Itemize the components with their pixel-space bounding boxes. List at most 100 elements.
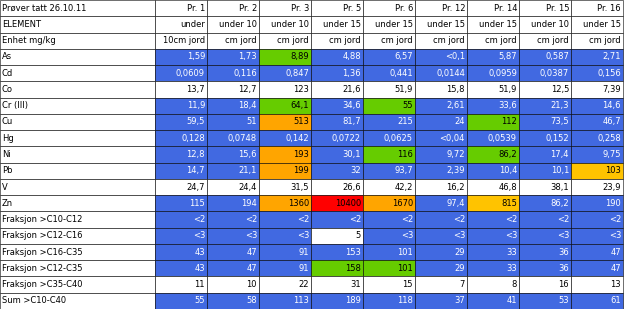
Text: 61: 61 <box>610 296 621 305</box>
Text: Fraksjon >C35-C40: Fraksjon >C35-C40 <box>2 280 83 289</box>
Bar <box>467 146 519 163</box>
Bar <box>415 81 467 98</box>
Text: 101: 101 <box>398 248 413 256</box>
Text: Fraksjon >C16-C35: Fraksjon >C16-C35 <box>2 248 83 256</box>
Text: Pr. 6: Pr. 6 <box>394 4 413 13</box>
Text: 0,156: 0,156 <box>597 69 621 78</box>
Text: Pr. 12: Pr. 12 <box>441 4 465 13</box>
Bar <box>311 260 363 277</box>
Bar <box>363 244 415 260</box>
Bar <box>155 49 207 65</box>
Text: 91: 91 <box>299 264 309 273</box>
Bar <box>363 130 415 146</box>
Bar <box>207 277 259 293</box>
Text: 51,9: 51,9 <box>394 85 413 94</box>
Text: 1,36: 1,36 <box>342 69 361 78</box>
Bar <box>415 293 467 309</box>
Bar <box>259 244 311 260</box>
Bar <box>0 16 155 32</box>
Text: cm jord: cm jord <box>537 36 569 45</box>
Text: 2,39: 2,39 <box>446 166 465 175</box>
Text: 1360: 1360 <box>288 199 309 208</box>
Text: cm jord: cm jord <box>589 36 621 45</box>
Bar <box>259 146 311 163</box>
Text: 5: 5 <box>356 231 361 240</box>
Text: Pr. 14: Pr. 14 <box>493 4 517 13</box>
Text: 81,7: 81,7 <box>342 117 361 126</box>
Text: under 15: under 15 <box>427 20 465 29</box>
Text: <3: <3 <box>401 231 413 240</box>
Bar <box>363 211 415 228</box>
Bar <box>467 211 519 228</box>
Bar <box>207 98 259 114</box>
Text: 215: 215 <box>398 117 413 126</box>
Bar <box>207 32 259 49</box>
Text: 193: 193 <box>293 150 309 159</box>
Text: 47: 47 <box>247 248 257 256</box>
Bar <box>155 195 207 211</box>
Bar <box>0 98 155 114</box>
Bar <box>363 16 415 32</box>
Bar <box>259 195 311 211</box>
Bar <box>207 65 259 81</box>
Text: 10400: 10400 <box>335 199 361 208</box>
Bar <box>311 244 363 260</box>
Bar <box>415 228 467 244</box>
Text: <3: <3 <box>297 231 309 240</box>
Bar <box>571 130 623 146</box>
Bar <box>467 260 519 277</box>
Text: 17,4: 17,4 <box>550 150 569 159</box>
Text: <2: <2 <box>245 215 257 224</box>
Bar <box>467 228 519 244</box>
Bar <box>155 0 207 16</box>
Bar <box>0 49 155 65</box>
Text: 10,1: 10,1 <box>551 166 569 175</box>
Text: 9,75: 9,75 <box>602 150 621 159</box>
Text: under 15: under 15 <box>323 20 361 29</box>
Text: 13: 13 <box>610 280 621 289</box>
Bar <box>0 277 155 293</box>
Bar <box>259 16 311 32</box>
Bar <box>311 293 363 309</box>
Text: 1670: 1670 <box>392 199 413 208</box>
Bar <box>571 277 623 293</box>
Bar <box>467 65 519 81</box>
Text: 6,57: 6,57 <box>394 53 413 61</box>
Text: 18,4: 18,4 <box>239 101 257 110</box>
Text: 7: 7 <box>459 280 465 289</box>
Text: 12,7: 12,7 <box>239 85 257 94</box>
Text: <3: <3 <box>245 231 257 240</box>
Text: 42,2: 42,2 <box>394 183 413 192</box>
Text: Hg: Hg <box>2 134 14 143</box>
Bar <box>519 130 571 146</box>
Text: <3: <3 <box>608 231 621 240</box>
Bar <box>155 16 207 32</box>
Bar <box>519 228 571 244</box>
Bar <box>363 0 415 16</box>
Bar <box>363 114 415 130</box>
Bar <box>571 260 623 277</box>
Text: 0,0722: 0,0722 <box>332 134 361 143</box>
Bar <box>571 163 623 179</box>
Text: <2: <2 <box>297 215 309 224</box>
Text: 46,8: 46,8 <box>498 183 517 192</box>
Bar <box>571 211 623 228</box>
Text: 158: 158 <box>345 264 361 273</box>
Bar <box>519 98 571 114</box>
Text: 189: 189 <box>345 296 361 305</box>
Bar <box>467 163 519 179</box>
Text: 91: 91 <box>299 248 309 256</box>
Bar <box>155 228 207 244</box>
Text: 29: 29 <box>454 248 465 256</box>
Text: under 10: under 10 <box>271 20 309 29</box>
Text: Enhet mg/kg: Enhet mg/kg <box>2 36 56 45</box>
Bar <box>311 130 363 146</box>
Text: cm jord: cm jord <box>485 36 517 45</box>
Bar <box>519 32 571 49</box>
Bar <box>207 244 259 260</box>
Bar <box>0 130 155 146</box>
Text: <2: <2 <box>608 215 621 224</box>
Bar <box>571 16 623 32</box>
Bar <box>155 130 207 146</box>
Text: 101: 101 <box>398 264 413 273</box>
